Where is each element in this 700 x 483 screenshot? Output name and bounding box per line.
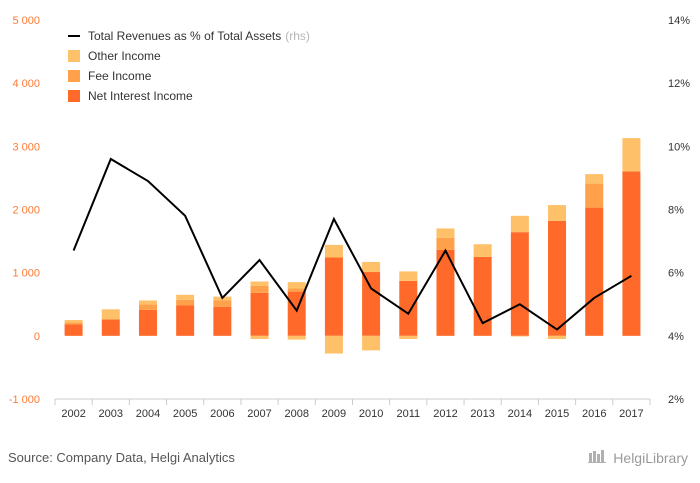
legend-item-net-interest-income: Net Interest Income: [68, 86, 310, 106]
bar-other-income-negative: [548, 335, 567, 339]
bar-other-income: [548, 205, 567, 221]
y-right-tick-label: 14%: [668, 15, 690, 27]
x-tick-label: 2012: [433, 408, 457, 420]
bar-net-interest-income: [287, 291, 306, 336]
library-icon: [588, 449, 608, 466]
y-right-tick-label: 10%: [668, 141, 690, 153]
bar-net-interest-income: [585, 207, 604, 336]
y-left-tick-label: 1 000: [12, 268, 40, 280]
bar-net-interest-income: [101, 319, 120, 336]
bar-fee-income: [64, 322, 83, 325]
x-tick-label: 2013: [470, 408, 494, 420]
x-tick-label: 2011: [396, 408, 420, 420]
legend-item-total-revenues: Total Revenues as % of Total Assets (rhs…: [68, 26, 310, 46]
revenue-chart: -1 000 0 1 000 2 000 3 000 4 000 5 000 2% 4% 6% 8%…: [9, 15, 690, 420]
y-left-tick-label: 5 000: [12, 15, 40, 27]
x-tick-label: 2016: [582, 408, 606, 420]
legend-swatch-other-income: [68, 50, 80, 62]
bar-net-interest-income: [250, 292, 269, 336]
bar-other-income: [138, 300, 157, 305]
y-right-tick-label: 2%: [668, 394, 684, 406]
bar-other-income-negative: [250, 335, 269, 339]
legend-item-fee-income: Fee Income: [68, 66, 310, 86]
legend-item-other-income: Other Income: [68, 46, 310, 66]
bar-other-income: [473, 244, 492, 257]
x-tick-label: 2002: [61, 408, 85, 420]
bar-other-income-negative: [362, 335, 381, 351]
bar-net-interest-income: [436, 249, 455, 336]
x-tick-label: 2005: [173, 408, 197, 420]
y-right-tick-label: 4%: [668, 331, 684, 343]
bar-fee-income: [622, 170, 641, 172]
x-tick-label: 2008: [284, 408, 308, 420]
bar-fee-income: [138, 304, 157, 310]
y-left-tick-label: 4 000: [12, 78, 40, 90]
legend: Total Revenues as % of Total Assets (rhs…: [68, 26, 310, 106]
x-tick-label: 2010: [359, 408, 383, 420]
y-left-tick-label: 0: [34, 331, 40, 343]
legend-label-other-income: Other Income: [88, 49, 161, 63]
bar-other-income: [324, 244, 343, 258]
bar-other-income: [101, 309, 120, 320]
bar-other-income-negative: [287, 335, 306, 340]
bar-net-interest-income: [362, 272, 381, 336]
bar-fee-income: [176, 299, 195, 306]
bar-other-income: [585, 174, 604, 184]
x-tick-label: 2006: [210, 408, 234, 420]
bar-fee-income: [250, 285, 269, 293]
bar-net-interest-income: [324, 257, 343, 336]
x-tick-label: 2004: [136, 408, 160, 420]
source-note: Source: Company Data, Helgi Analytics: [8, 450, 235, 465]
bar-other-income: [362, 261, 381, 273]
line-total-revenues: [72, 157, 632, 331]
brand-name: HelgiLibrary: [613, 449, 688, 466]
bar-other-income: [250, 281, 269, 286]
bar-other-income: [399, 271, 418, 281]
bar-fee-income: [213, 300, 232, 307]
bar-other-income-negative: [510, 335, 529, 337]
x-tick-label: 2003: [99, 408, 123, 420]
bar-net-interest-income: [138, 309, 157, 336]
bar-net-interest-income: [622, 171, 641, 336]
bar-net-interest-income: [548, 220, 567, 336]
bar-net-interest-income: [510, 232, 529, 336]
bar-other-income: [64, 320, 83, 323]
legend-label-net-interest-income: Net Interest Income: [88, 89, 193, 103]
bar-other-income: [510, 215, 529, 232]
bar-other-income-negative: [324, 335, 343, 354]
bar-fee-income: [510, 231, 529, 233]
x-tick-label: 2017: [619, 408, 643, 420]
bar-net-interest-income: [213, 306, 232, 336]
y-left-tick-label: -1 000: [9, 394, 40, 406]
x-tick-label: 2007: [247, 408, 271, 420]
y-left-tick-label: 3 000: [12, 141, 40, 153]
x-tick-label: 2009: [322, 408, 346, 420]
bar-fee-income: [436, 237, 455, 250]
bar-fee-income: [287, 288, 306, 292]
bar-other-income: [176, 294, 195, 300]
y-right-tick-label: 6%: [668, 268, 684, 280]
bar-other-income: [622, 138, 641, 171]
legend-swatch-fee-income: [68, 70, 80, 82]
legend-label-fee-income: Fee Income: [88, 69, 152, 83]
bar-fee-income: [585, 183, 604, 208]
legend-label-total-revenues: Total Revenues as % of Total Assets: [88, 29, 282, 43]
x-tick-label: 2015: [545, 408, 569, 420]
legend-swatch-net-interest-income: [68, 90, 80, 102]
y-left-tick-label: 2 000: [12, 205, 40, 217]
bar-net-interest-income: [176, 305, 195, 336]
bar-net-interest-income: [64, 324, 83, 336]
brand-logo[interactable]: HelgiLibrary: [588, 449, 688, 466]
legend-rhs-suffix: (rhs): [285, 29, 310, 43]
legend-line-swatch: [68, 35, 80, 37]
y-right-tick-label: 12%: [668, 78, 690, 90]
bar-other-income-negative: [399, 335, 418, 339]
bar-other-income: [436, 228, 455, 238]
bar-other-income: [287, 282, 306, 289]
bar-net-interest-income: [399, 280, 418, 336]
y-right-tick-label: 8%: [668, 205, 684, 217]
x-tick-label: 2014: [508, 408, 532, 420]
